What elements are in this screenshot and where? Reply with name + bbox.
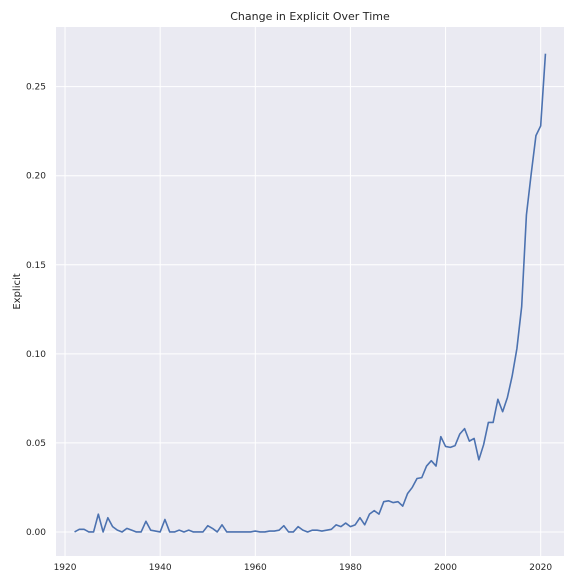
y-tick-label: 0.25 [26,83,46,93]
y-tick-label: 0.05 [26,439,46,449]
x-axis-ticks: 1920 1940 1960 1980 2000 2020 [54,563,553,573]
series-layer [74,53,547,533]
x-tick-label: 1980 [339,563,362,573]
y-tick-label: 0.10 [26,350,46,360]
x-tick-label: 2000 [434,563,457,573]
y-axis-title: Explicit [12,273,23,309]
chart-title: Change in Explicit Over Time [230,10,390,23]
series-line-0 [74,53,547,533]
y-tick-label: 0.00 [26,528,46,538]
plot-area [56,27,564,556]
x-tick-label: 1920 [54,563,77,573]
y-tick-label: 0.15 [26,261,46,271]
y-tick-label: 0.20 [26,172,46,182]
x-tick-label: 1940 [149,563,172,573]
y-axis-ticks: 0.00 0.05 0.10 0.15 0.20 0.25 [26,83,46,538]
x-tick-label: 1960 [244,563,267,573]
x-tick-label: 2020 [529,563,552,573]
